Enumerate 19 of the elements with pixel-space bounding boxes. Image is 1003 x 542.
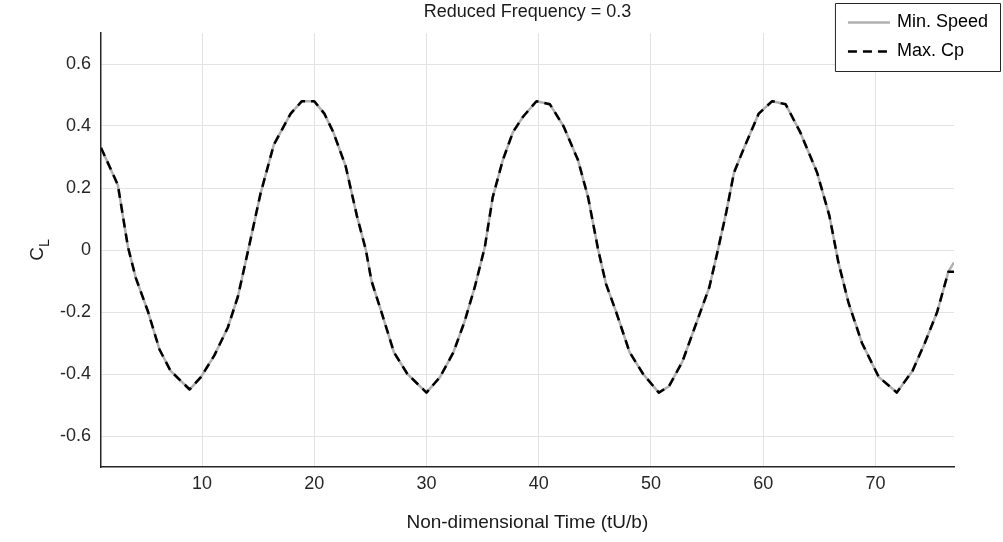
y-tick-label: -0.4	[59, 362, 91, 383]
x-tick-label: 70	[865, 472, 886, 493]
y-axis-title: CL	[26, 239, 52, 261]
legend-label: Max. Cp	[896, 40, 964, 61]
y-tick-label: 0	[80, 238, 91, 259]
x-tick-label: 30	[416, 472, 437, 493]
x-tick-label: 20	[304, 472, 325, 493]
y-tick-label: -0.2	[59, 300, 91, 321]
x-tick-label: 40	[528, 472, 549, 493]
x-axis-title: Non-dimensional Time (tU/b)	[406, 511, 649, 533]
x-tick-label: 10	[192, 472, 213, 493]
y-tick-label: 0.6	[65, 52, 91, 73]
chart-title: Reduced Frequency = 0.3	[423, 0, 632, 21]
legend-label: Min. Speed	[896, 11, 989, 32]
x-tick-label: 60	[753, 472, 774, 493]
y-tick-label: -0.6	[59, 424, 91, 445]
x-tick-label: 50	[640, 472, 661, 493]
y-tick-label: 0.2	[65, 176, 91, 197]
y-tick-label: 0.4	[65, 114, 91, 135]
